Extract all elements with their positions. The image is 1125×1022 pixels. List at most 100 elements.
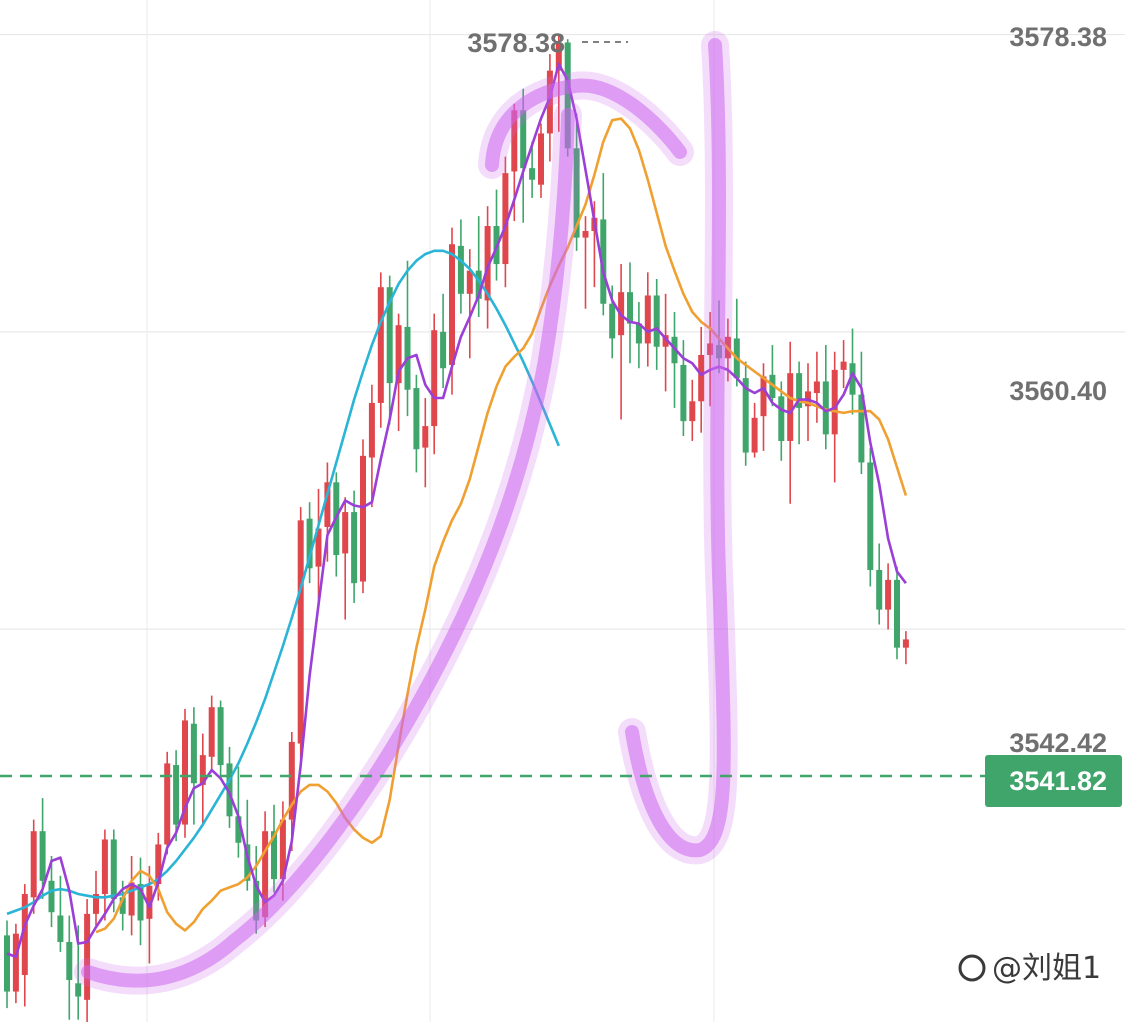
- candle-body: [217, 707, 224, 766]
- candle-body: [742, 378, 749, 453]
- candle-body: [484, 226, 491, 301]
- candle-body: [555, 42, 562, 71]
- candle-body: [894, 579, 900, 648]
- candle-body: [466, 270, 473, 294]
- candles: [4, 34, 909, 1022]
- candle-body: [457, 245, 464, 294]
- candle-body: [760, 376, 767, 417]
- candle-body: [751, 417, 758, 453]
- candle-body: [475, 270, 482, 299]
- candle-body: [39, 831, 46, 881]
- candle-body: [635, 323, 642, 344]
- candle-body: [164, 763, 171, 845]
- last-price-box: [985, 755, 1122, 807]
- moving-average-lines: [6, 62, 908, 959]
- candle-body: [190, 723, 197, 784]
- candle-body: [653, 295, 660, 347]
- last-price-label: 3541.82: [1009, 766, 1107, 796]
- candle-body: [4, 935, 10, 992]
- candle-body: [253, 880, 260, 921]
- ma-long-line: [6, 249, 561, 916]
- candle-body: [538, 133, 544, 185]
- annotation-stroke: [625, 38, 731, 858]
- last-price-marker: 3541.82: [0, 755, 1122, 807]
- candle-body: [680, 364, 687, 422]
- candle-body: [199, 755, 206, 785]
- candle-body: [262, 831, 269, 918]
- annotation-stroke: [485, 78, 687, 172]
- candle-body: [226, 763, 233, 817]
- candle-body: [707, 343, 714, 355]
- price-axis-label: 3578.38: [1009, 22, 1107, 52]
- candle-body: [119, 897, 126, 914]
- candle-body: [21, 894, 28, 976]
- candle-body: [582, 230, 589, 238]
- ma-short-line: [6, 62, 907, 959]
- high-marker-label: 3578.38: [467, 28, 565, 58]
- candle-body: [315, 528, 322, 567]
- candle-body: [101, 839, 108, 895]
- candle-body: [511, 110, 518, 172]
- candle-body: [422, 426, 429, 448]
- candle-body: [440, 331, 447, 369]
- candle-body: [271, 831, 277, 880]
- candle-body: [342, 512, 349, 554]
- candle-body: [831, 369, 838, 435]
- candle-body: [867, 462, 874, 570]
- candle-body: [858, 394, 865, 463]
- candle-body: [431, 330, 438, 427]
- candle-body: [849, 363, 856, 395]
- ma-mid-line: [95, 117, 908, 934]
- candle-body: [93, 894, 99, 914]
- candle-body: [368, 402, 375, 458]
- candle-body: [360, 455, 366, 582]
- candle-body: [128, 882, 135, 916]
- candle-body: [57, 915, 64, 942]
- candle-body: [30, 831, 37, 898]
- candle-body: [813, 381, 820, 394]
- annotation-stroke: [81, 108, 575, 988]
- candle-body: [689, 401, 696, 422]
- candle-body: [778, 396, 785, 441]
- candle-body: [520, 110, 527, 169]
- candle-body: [75, 983, 82, 997]
- candle-body: [66, 941, 73, 981]
- watermark-text: @刘姐1: [992, 951, 1101, 986]
- candle-body: [84, 913, 91, 1000]
- candle-body: [609, 303, 616, 339]
- candle-body: [822, 381, 829, 435]
- candle-body: [796, 373, 803, 408]
- candle-body: [413, 388, 420, 450]
- candle-body: [546, 70, 553, 134]
- price-axis-label: 3542.42: [1009, 728, 1107, 758]
- candle-body: [840, 361, 847, 370]
- candle-body: [244, 844, 251, 881]
- candle-body: [876, 569, 883, 610]
- watermark: @刘姐1: [958, 951, 1101, 986]
- candle-body: [182, 720, 188, 825]
- candle-body: [529, 168, 536, 180]
- candle-body: [288, 741, 295, 820]
- price-axis: 3578.38 3578.38 3560.40 3542.42: [467, 22, 1107, 758]
- candle-body: [155, 844, 162, 885]
- candle-body: [502, 173, 509, 265]
- candle-body: [885, 579, 892, 610]
- candle-body: [902, 639, 909, 648]
- candle-body: [386, 287, 393, 384]
- candle-body: [48, 880, 55, 913]
- candle-body: [449, 244, 455, 365]
- candle-body: [173, 765, 180, 825]
- candle-body: [787, 373, 794, 441]
- candle-body: [698, 354, 705, 402]
- candle-body: [279, 819, 286, 880]
- candle-body: [395, 325, 402, 384]
- candle-body: [377, 287, 384, 403]
- candle-body: [573, 148, 580, 238]
- candle-body: [324, 482, 331, 527]
- candle-body: [146, 885, 153, 919]
- candle-body: [662, 335, 669, 347]
- price-axis-label: 3560.40: [1009, 376, 1107, 406]
- candle-body: [351, 512, 358, 584]
